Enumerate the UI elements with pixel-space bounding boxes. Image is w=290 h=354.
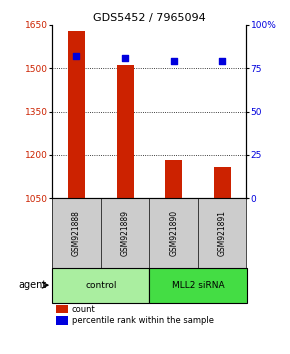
Bar [117, 65, 134, 198]
Bar [149, 268, 246, 303]
Text: GSM921891: GSM921891 [218, 210, 227, 256]
Text: GSM921889: GSM921889 [121, 210, 130, 256]
Bar [214, 167, 231, 198]
Point [123, 55, 127, 61]
Text: GSM921890: GSM921890 [169, 210, 178, 256]
Text: GSM921888: GSM921888 [72, 210, 81, 256]
Point [171, 58, 176, 64]
Text: MLL2 siRNA: MLL2 siRNA [172, 281, 224, 290]
Point [220, 58, 224, 64]
Bar [165, 160, 182, 198]
Point [74, 53, 79, 59]
Bar [56, 305, 68, 313]
Bar [52, 268, 149, 303]
Text: agent: agent [18, 280, 46, 290]
Text: count: count [72, 304, 95, 314]
Title: GDS5452 / 7965094: GDS5452 / 7965094 [93, 13, 206, 23]
Bar [56, 316, 68, 325]
Bar [68, 31, 85, 198]
Text: percentile rank within the sample: percentile rank within the sample [72, 316, 214, 325]
Text: control: control [85, 281, 117, 290]
